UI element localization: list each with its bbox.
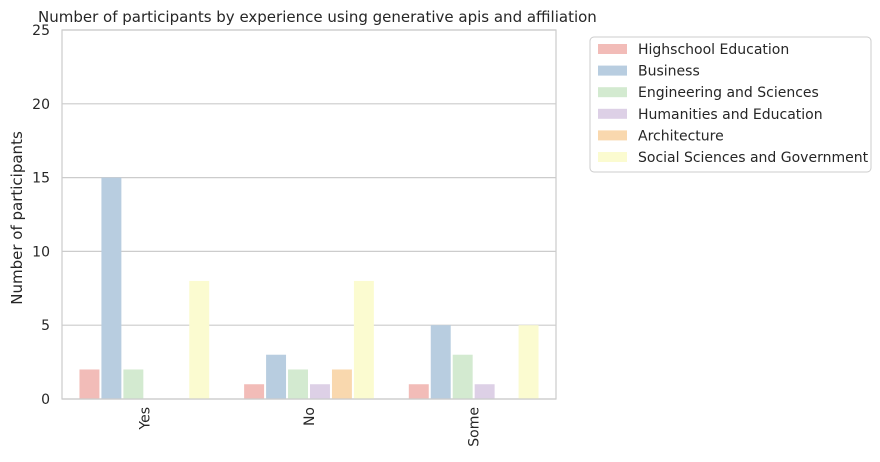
legend-swatch [598, 44, 627, 54]
bar [430, 325, 451, 399]
bar [244, 384, 265, 399]
legend-label: Architecture [638, 128, 724, 144]
y-axis-label: Number of participants [8, 131, 26, 305]
legend-swatch [598, 87, 627, 98]
legend-label: Engineering and Sciences [638, 85, 819, 101]
legend-label: Social Sciences and Government [638, 150, 869, 166]
legend-label: Highschool Education [638, 42, 789, 58]
legend-swatch [598, 152, 627, 162]
legend-swatch [598, 130, 627, 141]
bar [189, 280, 210, 399]
x-tick-labels: Yes No Some [137, 407, 482, 447]
y-tick-label: 25 [32, 23, 50, 39]
legend-swatch [598, 108, 627, 119]
y-tick-label: 15 [32, 171, 50, 187]
y-tick-label: 0 [41, 392, 50, 408]
legend-swatch [598, 65, 627, 76]
bar [266, 354, 287, 399]
bar [353, 280, 374, 399]
plot-frame [61, 29, 557, 400]
chart-title: Number of participants by experience usi… [38, 8, 597, 26]
x-tick-label: Some [467, 407, 483, 447]
grid [62, 29, 556, 400]
bar [408, 384, 429, 399]
legend: Highschool Education Business Engineering … [589, 36, 872, 173]
y-tick-label: 10 [32, 244, 50, 260]
bar [474, 384, 495, 399]
bar [288, 369, 308, 399]
bar [331, 369, 352, 399]
x-tick-label: No [302, 407, 318, 426]
legend-label: Business [638, 64, 700, 80]
bar [518, 325, 539, 399]
bar [101, 177, 122, 399]
bar [123, 369, 144, 399]
bar [310, 384, 330, 399]
y-tick-label: 5 [41, 318, 50, 334]
bar [79, 369, 100, 399]
legend-label: Humanities and Education [638, 107, 823, 123]
y-tick-label: 20 [32, 97, 50, 113]
legend-box [589, 36, 872, 173]
y-tick-labels: 0 5 10 15 20 25 [32, 23, 50, 408]
x-tick-label: Yes [137, 407, 153, 431]
bar [452, 354, 473, 399]
bars [79, 177, 539, 399]
